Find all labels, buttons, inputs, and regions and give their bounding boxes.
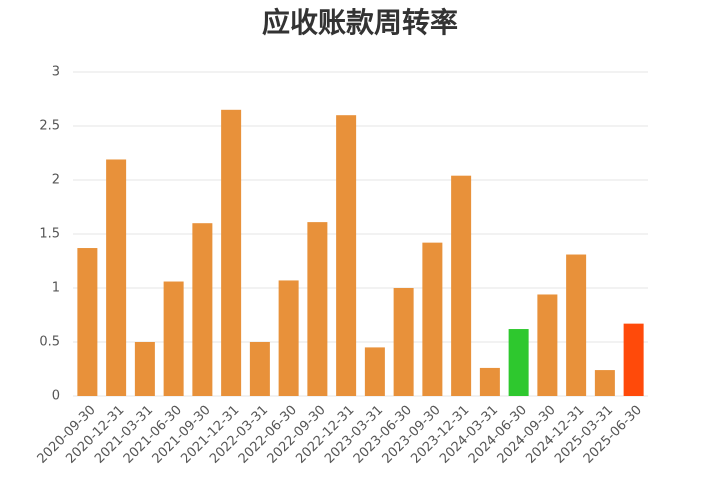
bar (594, 370, 615, 396)
y-tick-label: 2 (52, 173, 60, 188)
bar (623, 323, 644, 396)
bar (537, 294, 558, 396)
bar (77, 248, 98, 396)
bar (364, 347, 385, 396)
y-tick-label: 0.5 (39, 335, 60, 350)
y-tick-label: 0 (52, 389, 60, 404)
bar (249, 342, 270, 396)
bar (163, 281, 184, 396)
bar (393, 288, 414, 396)
bar (422, 242, 443, 396)
bar (307, 222, 328, 396)
bar (192, 223, 213, 396)
y-tick-label: 1.5 (39, 227, 60, 242)
bar (134, 342, 155, 396)
bar (106, 159, 127, 396)
bar (479, 367, 500, 396)
bar (336, 115, 357, 396)
bar (566, 254, 587, 396)
chart-title: 应收账款周转率 (262, 6, 458, 39)
bar (278, 280, 299, 396)
y-tick-label: 2.5 (39, 119, 60, 134)
y-tick-label: 3 (52, 65, 60, 80)
y-tick-label: 1 (52, 281, 60, 296)
bar (508, 329, 529, 396)
bar (451, 175, 472, 396)
bar (221, 109, 242, 397)
